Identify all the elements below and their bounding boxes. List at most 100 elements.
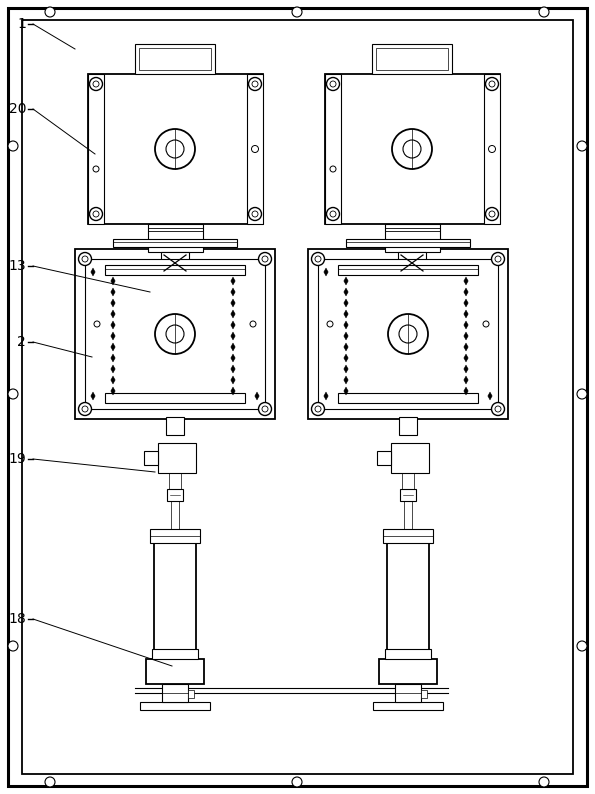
Circle shape [82,256,88,262]
Bar [308,249,508,419]
Circle shape [292,7,302,17]
Bar [88,74,263,224]
Circle shape [495,406,501,412]
Polygon shape [464,288,468,296]
Circle shape [330,81,336,87]
Polygon shape [464,299,468,307]
Circle shape [89,207,102,221]
Circle shape [93,211,99,217]
Bar [372,44,452,74]
Bar [385,224,440,252]
Circle shape [93,81,99,87]
Bar [377,451,391,465]
Bar [140,702,210,710]
Circle shape [330,166,336,172]
Polygon shape [344,387,348,395]
Polygon shape [231,343,235,351]
Polygon shape [464,332,468,340]
Bar [148,224,203,252]
Bar [338,265,478,275]
Bar [325,74,500,224]
Polygon shape [111,310,115,318]
Polygon shape [231,365,235,373]
Polygon shape [344,321,348,329]
Circle shape [252,81,258,87]
Circle shape [315,406,321,412]
Polygon shape [231,288,235,296]
Circle shape [327,321,333,327]
Polygon shape [91,392,95,400]
Text: 2: 2 [17,335,26,349]
Polygon shape [324,392,328,400]
Circle shape [249,207,261,221]
Bar [144,451,158,465]
Bar [167,489,183,501]
Circle shape [489,211,495,217]
Circle shape [392,129,432,169]
Circle shape [79,403,92,415]
Polygon shape [464,387,468,395]
Circle shape [489,81,495,87]
Polygon shape [231,376,235,384]
Bar [85,259,265,409]
Circle shape [330,211,336,217]
Polygon shape [344,354,348,362]
Text: 13: 13 [8,259,26,273]
Polygon shape [231,387,235,395]
Bar [247,74,263,224]
Circle shape [488,145,496,152]
Polygon shape [344,365,348,373]
Bar [75,249,275,419]
Bar [105,393,245,403]
Circle shape [312,252,324,265]
Polygon shape [111,376,115,384]
Polygon shape [231,332,235,340]
Bar [387,531,429,651]
Circle shape [399,325,417,343]
Polygon shape [464,354,468,362]
Circle shape [8,389,18,399]
Circle shape [491,403,505,415]
Bar [391,443,429,473]
Polygon shape [488,392,492,400]
Bar [399,417,417,435]
Circle shape [315,256,321,262]
Circle shape [252,211,258,217]
Bar [139,48,211,70]
Circle shape [491,252,505,265]
Circle shape [155,314,195,354]
Polygon shape [344,277,348,285]
Polygon shape [344,310,348,318]
Polygon shape [111,299,115,307]
Polygon shape [464,321,468,329]
Circle shape [8,141,18,151]
Circle shape [79,252,92,265]
Circle shape [539,7,549,17]
Polygon shape [344,288,348,296]
Circle shape [45,777,55,787]
Circle shape [577,389,587,399]
Bar [166,417,184,435]
Bar [171,501,179,531]
Circle shape [166,325,184,343]
Polygon shape [111,387,115,395]
Circle shape [45,7,55,17]
Bar [346,239,470,247]
Circle shape [249,78,261,91]
Circle shape [258,403,271,415]
Bar [318,259,498,409]
Circle shape [82,406,88,412]
Circle shape [539,777,549,787]
Circle shape [403,140,421,158]
Circle shape [486,207,499,221]
Bar [146,659,204,684]
Polygon shape [231,354,235,362]
Polygon shape [344,332,348,340]
Bar [135,44,215,74]
Circle shape [495,256,501,262]
Bar [373,702,443,710]
Polygon shape [111,354,115,362]
Circle shape [388,314,428,354]
Polygon shape [111,288,115,296]
Polygon shape [464,277,468,285]
